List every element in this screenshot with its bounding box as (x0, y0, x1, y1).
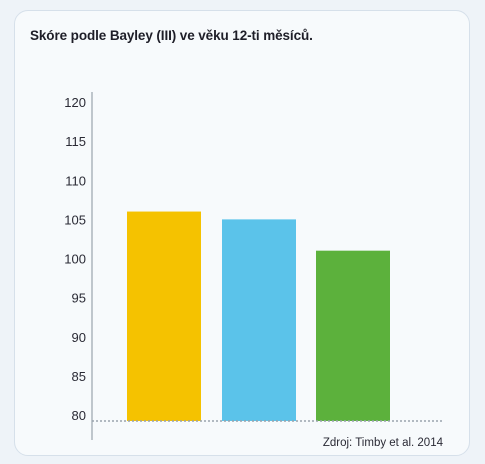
bar-2 (222, 219, 296, 421)
y-tick-label: 105 (64, 212, 86, 227)
y-axis-ticks: 120 115 110 105 100 95 90 85 80 (64, 95, 86, 423)
bar-1 (127, 211, 201, 421)
y-tick-label: 100 (64, 252, 86, 267)
bars (127, 211, 390, 421)
y-tick-label: 120 (64, 95, 86, 110)
chart-title: Skóre podle Bayley (III) ve věku 12-ti m… (30, 28, 313, 43)
y-tick-label: 90 (72, 330, 86, 345)
y-tick-label: 95 (72, 291, 86, 306)
y-tick-label: 115 (65, 134, 86, 149)
source-note: Zdroj: Timby et al. 2014 (323, 437, 444, 449)
y-tick-label: 85 (72, 369, 86, 384)
y-tick-label: 110 (65, 173, 86, 188)
y-tick-label: 80 (72, 408, 86, 423)
bar-3 (316, 250, 390, 421)
